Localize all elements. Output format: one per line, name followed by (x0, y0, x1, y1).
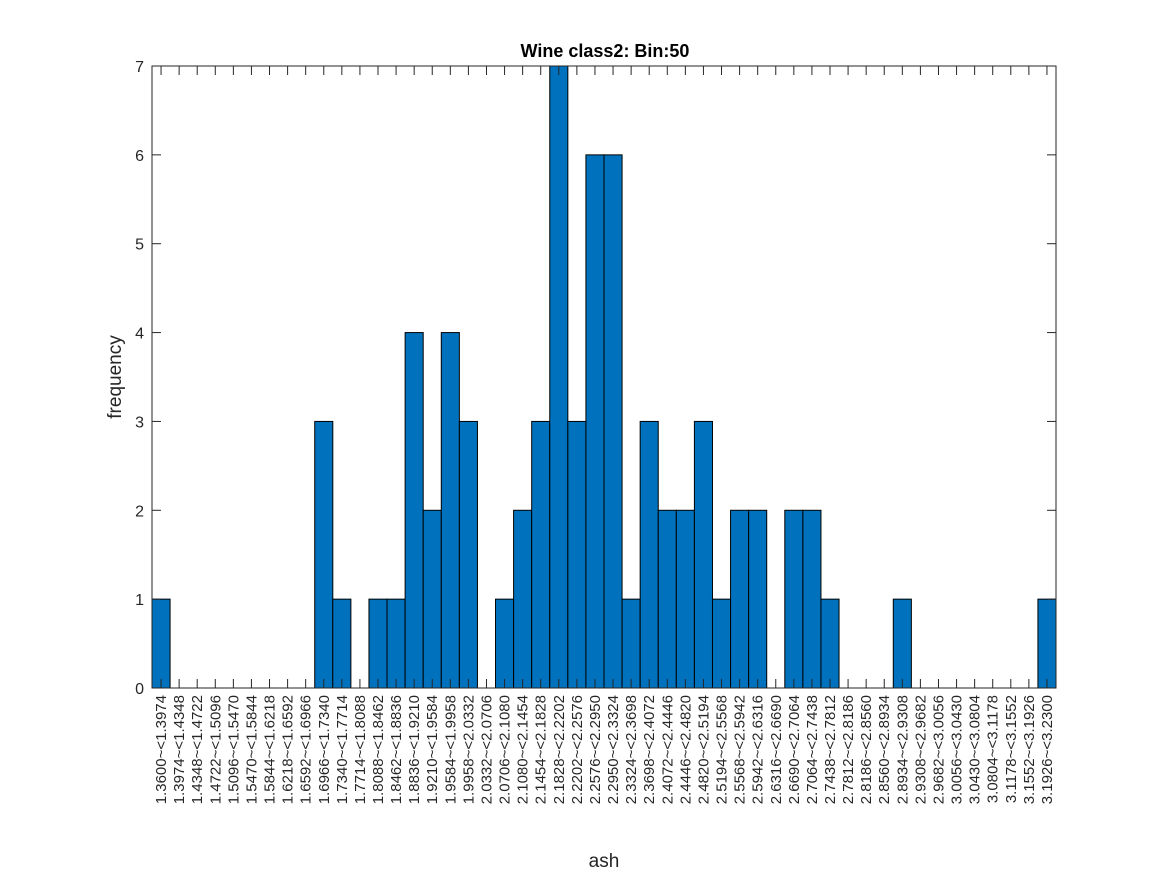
y-tick-label: 5 (135, 237, 144, 254)
x-tick-label: 2.1080~<2.1454 (515, 695, 532, 804)
histogram-bar (314, 420, 334, 689)
x-tick-label: 2.9682~<3.0056 (930, 695, 947, 804)
x-tick-label: 2.9308~<2.9682 (912, 695, 929, 804)
x-tick-label: 1.6966~<1.7340 (316, 695, 333, 804)
bars-group (151, 65, 1057, 689)
x-tick-label: 2.5942~<2.6316 (750, 695, 767, 804)
x-axis: 1.3600~<1.3974 1.3974~<1.4348 1.4348~<1.47… (153, 66, 1056, 804)
histogram-bar (802, 509, 822, 689)
histogram-bar (784, 509, 804, 689)
x-tick-label: 2.2950~<2.3324 (605, 695, 622, 804)
x-tick-label: 1.9958~<2.0332 (460, 695, 477, 804)
x-tick-label: 2.1828~<2.2202 (551, 695, 568, 804)
x-tick-label: 2.6690~<2.7064 (786, 695, 803, 804)
histogram-bar (513, 509, 533, 689)
histogram-bar (495, 598, 515, 689)
histogram-bar (567, 420, 587, 689)
chart-title: Wine class2: Bin:50 (521, 41, 690, 61)
x-tick-label: 2.3324~<2.3698 (623, 695, 640, 804)
histogram-bar (1037, 598, 1057, 689)
y-tick-label: 1 (135, 592, 144, 609)
y-tick-label: 4 (135, 326, 144, 343)
x-tick-label: 2.3698~<2.4072 (641, 695, 658, 804)
x-tick-label: 2.0706~<2.1080 (497, 695, 514, 804)
x-tick-label: 2.8560~<2.8934 (876, 695, 893, 804)
x-tick-label: 2.7812~<2.8186 (840, 695, 857, 804)
x-tick-label: 3.0056~<3.0430 (949, 695, 966, 804)
histogram-bar (458, 420, 478, 689)
x-tick-label: 1.3974~<1.4348 (171, 695, 188, 804)
x-tick-label: 1.8462~<1.8836 (388, 695, 405, 804)
x-tick-label: 1.6218~<1.6592 (280, 695, 297, 804)
histogram-bar (730, 509, 750, 689)
x-axis-label: ash (589, 851, 620, 872)
y-tick-label: 7 (135, 59, 144, 76)
x-tick-label: 3.1552~<3.1926 (1021, 695, 1038, 804)
x-tick-label: 1.9584~<1.9958 (442, 695, 459, 804)
y-axis-label: frequency (105, 335, 126, 419)
y-tick-label: 6 (135, 148, 144, 165)
histogram-bar (422, 509, 442, 689)
x-tick-label: 3.0804~<3.1178 (985, 695, 1002, 803)
x-tick-label: 2.5194~<2.5568 (714, 695, 731, 804)
x-tick-label: 1.5470~<1.5844 (243, 695, 260, 804)
x-tick-label: 2.4072~<2.4446 (659, 695, 676, 804)
y-axis: 0 1 2 3 4 5 6 7 (135, 59, 1056, 698)
y-tick-label: 3 (135, 414, 144, 431)
x-tick-label: 1.4722~<1.5096 (207, 695, 224, 804)
x-tick-label: 2.4446~<2.4820 (677, 695, 694, 804)
histogram-bar (639, 420, 659, 689)
x-tick-label: 3.0430~<3.0804 (967, 695, 984, 804)
x-tick-label: 2.8186~<2.8560 (858, 695, 875, 804)
x-tick-label: 2.7064~<2.7438 (804, 695, 821, 804)
y-tick-label: 2 (135, 503, 144, 520)
histogram-bar (693, 420, 713, 689)
x-tick-label: 1.8088~<1.8462 (370, 695, 387, 804)
histogram-bar (892, 598, 912, 689)
histogram-bar (657, 509, 677, 689)
x-tick-label: 1.5096~<1.5470 (225, 695, 242, 804)
x-tick-label: 1.8836~<1.9210 (406, 695, 423, 804)
histogram-bar (621, 598, 641, 689)
histogram-bar (748, 509, 768, 689)
histogram-bar (332, 598, 352, 689)
x-tick-label: 1.9210~<1.9584 (424, 695, 441, 804)
x-tick-label: 1.7340~<1.7714 (334, 695, 351, 804)
histogram-bar (603, 154, 623, 689)
x-tick-label: 2.1454~<2.1828 (533, 695, 550, 804)
x-tick-label: 1.3600~<1.3974 (153, 695, 170, 804)
histogram-bar (386, 598, 406, 689)
y-tick-label: 0 (135, 681, 144, 698)
x-tick-label: 3.1926~<3.2300 (1039, 695, 1056, 804)
histogram-bar (440, 332, 460, 689)
histogram-bar (675, 509, 695, 689)
x-tick-label: 3.1178~<3.1552 (1003, 695, 1020, 803)
x-tick-label: 2.7438~<2.7812 (822, 695, 839, 804)
x-tick-label: 2.6316~<2.6690 (768, 695, 785, 804)
histogram-bar (531, 420, 551, 689)
x-tick-label: 2.2576~<2.2950 (587, 695, 604, 804)
x-tick-label: 1.4348~<1.4722 (189, 695, 206, 804)
x-tick-label: 1.6592~<1.6966 (298, 695, 315, 804)
x-tick-label: 2.5568~<2.5942 (732, 695, 749, 804)
x-tick-label: 2.4820~<2.5194 (695, 695, 712, 804)
histogram-bar (368, 598, 388, 689)
x-tick-label: 2.2202~<2.2576 (569, 695, 586, 804)
x-tick-label: 1.7714~<1.8088 (352, 695, 369, 804)
histogram-bar (585, 154, 605, 689)
histogram-bar (820, 598, 840, 689)
plot-area-frame (151, 65, 1057, 689)
histogram-bar (404, 332, 424, 689)
histogram-bar (711, 598, 732, 689)
histogram-bar (151, 598, 171, 689)
x-tick-label: 2.8934~<2.9308 (894, 695, 911, 804)
x-tick-label: 2.0332~<2.0706 (478, 695, 495, 804)
x-tick-label: 1.5844~<1.6218 (262, 695, 279, 804)
histogram-bar (549, 65, 569, 689)
